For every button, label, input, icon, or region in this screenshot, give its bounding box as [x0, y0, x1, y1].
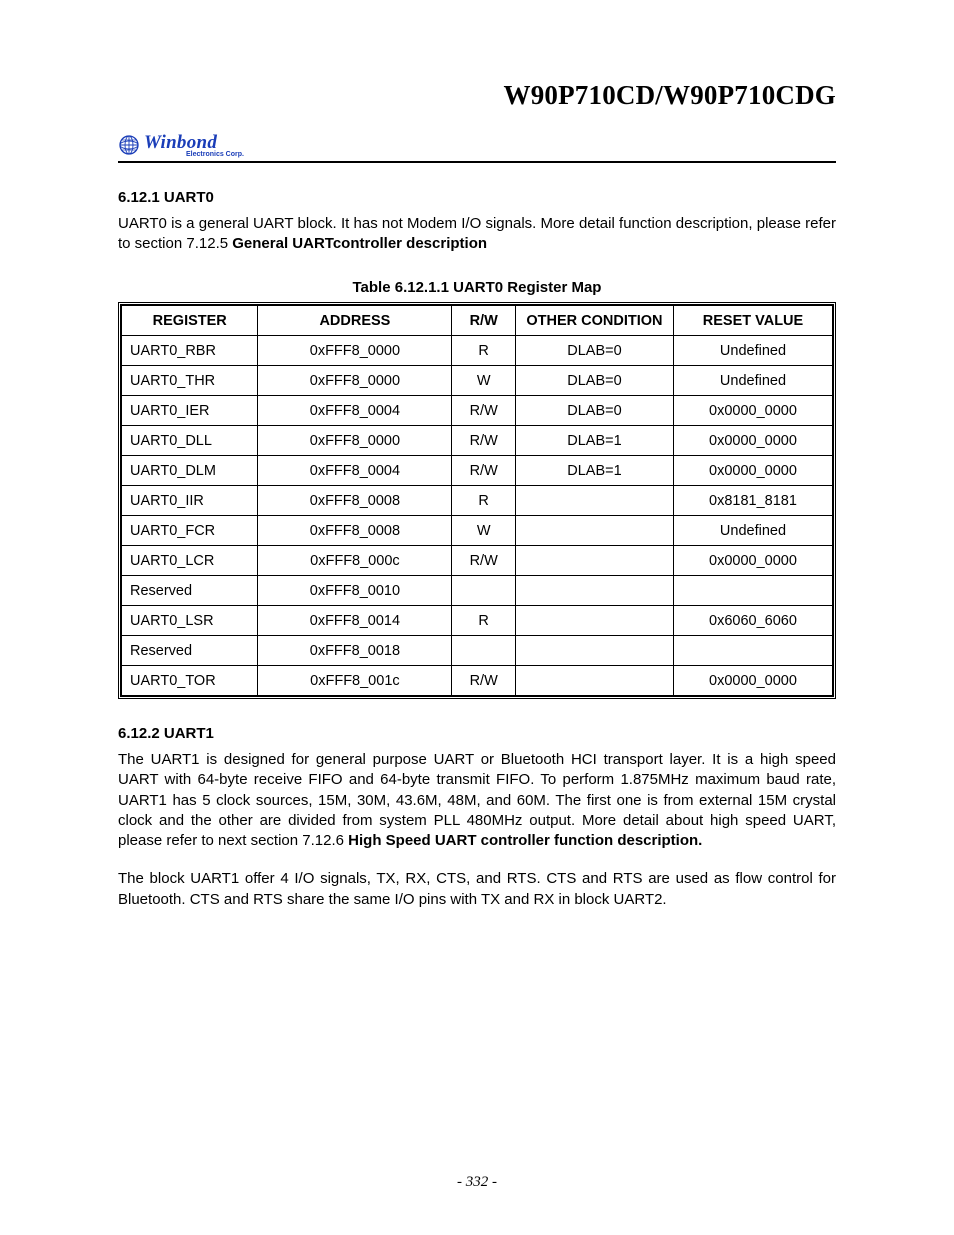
uart1-p1-bold-ref: High Speed UART controller function desc…	[348, 832, 702, 849]
th-reset: RESET VALUE	[673, 305, 832, 336]
th-address: ADDRESS	[258, 305, 452, 336]
cell-other-condition: DLAB=1	[515, 426, 673, 456]
cell-address: 0xFFF8_0000	[258, 366, 452, 396]
cell-rw: R/W	[452, 666, 516, 696]
logo-text: Winbond Electronics Corp.	[144, 133, 244, 158]
table-header-row: REGISTER ADDRESS R/W OTHER CONDITION RES…	[122, 305, 833, 336]
cell-rw: R	[452, 606, 516, 636]
cell-address: 0xFFF8_0000	[258, 336, 452, 366]
table-row: UART0_IIR0xFFF8_0008R 0x8181_8181	[122, 486, 833, 516]
cell-reset-value: 0x0000_0000	[673, 546, 832, 576]
table-row: UART0_FCR0xFFF8_0008W Undefined	[122, 516, 833, 546]
cell-reset-value: 0x0000_0000	[673, 666, 832, 696]
cell-rw: R	[452, 336, 516, 366]
cell-address: 0xFFF8_0018	[258, 636, 452, 666]
cell-other-condition	[515, 486, 673, 516]
uart1-description-p2: The block UART1 offer 4 I/O signals, TX,…	[118, 869, 836, 910]
cell-other-condition: DLAB=0	[515, 336, 673, 366]
th-other: OTHER CONDITION	[515, 305, 673, 336]
cell-register: UART0_IIR	[122, 486, 258, 516]
cell-reset-value: 0x6060_6060	[673, 606, 832, 636]
cell-rw: W	[452, 516, 516, 546]
table-caption: Table 6.12.1.1 UART0 Register Map	[118, 279, 836, 296]
cell-reset-value: Undefined	[673, 516, 832, 546]
cell-address: 0xFFF8_001c	[258, 666, 452, 696]
cell-address: 0xFFF8_000c	[258, 546, 452, 576]
page-number: - 332 -	[0, 1174, 954, 1191]
table-row: UART0_THR0xFFF8_0000WDLAB=0Undefined	[122, 366, 833, 396]
register-table-wrap: REGISTER ADDRESS R/W OTHER CONDITION RES…	[118, 302, 836, 700]
cell-reset-value: 0x0000_0000	[673, 426, 832, 456]
cell-other-condition	[515, 606, 673, 636]
cell-reset-value	[673, 576, 832, 606]
cell-other-condition	[515, 516, 673, 546]
cell-other-condition: DLAB=0	[515, 396, 673, 426]
cell-register: UART0_THR	[122, 366, 258, 396]
uart0-description: UART0 is a general UART block. It has no…	[118, 214, 836, 255]
cell-register: UART0_DLL	[122, 426, 258, 456]
cell-rw	[452, 636, 516, 666]
cell-reset-value: 0x8181_8181	[673, 486, 832, 516]
cell-other-condition	[515, 546, 673, 576]
cell-register: UART0_LCR	[122, 546, 258, 576]
register-table: REGISTER ADDRESS R/W OTHER CONDITION RES…	[121, 305, 833, 697]
cell-rw: R/W	[452, 426, 516, 456]
logo-brand: Winbond	[144, 133, 244, 152]
table-row: UART0_LSR0xFFF8_0014R 0x6060_6060	[122, 606, 833, 636]
table-row: Reserved0xFFF8_0018	[122, 636, 833, 666]
winbond-globe-icon	[118, 134, 140, 156]
cell-address: 0xFFF8_0014	[258, 606, 452, 636]
cell-rw: R/W	[452, 546, 516, 576]
page: W90P710CD/W90P710CDG Winbond Electronics…	[0, 0, 954, 1235]
th-register: REGISTER	[122, 305, 258, 336]
cell-reset-value: 0x0000_0000	[673, 396, 832, 426]
cell-register: UART0_IER	[122, 396, 258, 426]
cell-other-condition	[515, 666, 673, 696]
uart1-description-p1: The UART1 is designed for general purpos…	[118, 750, 836, 851]
table-row: UART0_IER0xFFF8_0004R/WDLAB=00x0000_0000	[122, 396, 833, 426]
table-row: UART0_LCR0xFFF8_000cR/W 0x0000_0000	[122, 546, 833, 576]
cell-register: Reserved	[122, 576, 258, 606]
cell-other-condition: DLAB=0	[515, 366, 673, 396]
section-heading-uart0: 6.12.1 UART0	[118, 189, 836, 206]
cell-rw: W	[452, 366, 516, 396]
uart0-desc-bold-ref: General UARTcontroller description	[232, 235, 487, 252]
cell-address: 0xFFF8_0010	[258, 576, 452, 606]
table-row: UART0_DLL0xFFF8_0000R/WDLAB=10x0000_0000	[122, 426, 833, 456]
cell-other-condition: DLAB=1	[515, 456, 673, 486]
cell-address: 0xFFF8_0004	[258, 456, 452, 486]
cell-reset-value: 0x0000_0000	[673, 456, 832, 486]
cell-register: UART0_DLM	[122, 456, 258, 486]
cell-rw	[452, 576, 516, 606]
cell-rw: R/W	[452, 456, 516, 486]
cell-other-condition	[515, 576, 673, 606]
cell-reset-value: Undefined	[673, 366, 832, 396]
cell-other-condition	[515, 636, 673, 666]
cell-register: UART0_RBR	[122, 336, 258, 366]
section-heading-uart1: 6.12.2 UART1	[118, 725, 836, 742]
th-rw: R/W	[452, 305, 516, 336]
table-row: Reserved0xFFF8_0010	[122, 576, 833, 606]
cell-reset-value: Undefined	[673, 336, 832, 366]
cell-address: 0xFFF8_0008	[258, 516, 452, 546]
cell-register: UART0_FCR	[122, 516, 258, 546]
logo-header-row: Winbond Electronics Corp.	[118, 129, 836, 163]
cell-rw: R	[452, 486, 516, 516]
cell-reset-value	[673, 636, 832, 666]
document-title: W90P710CD/W90P710CDG	[118, 80, 836, 111]
cell-address: 0xFFF8_0000	[258, 426, 452, 456]
cell-register: UART0_TOR	[122, 666, 258, 696]
cell-address: 0xFFF8_0004	[258, 396, 452, 426]
cell-register: Reserved	[122, 636, 258, 666]
table-row: UART0_TOR0xFFF8_001cR/W 0x0000_0000	[122, 666, 833, 696]
cell-register: UART0_LSR	[122, 606, 258, 636]
logo-subtext: Electronics Corp.	[186, 151, 244, 158]
table-row: UART0_DLM0xFFF8_0004R/WDLAB=10x0000_0000	[122, 456, 833, 486]
cell-rw: R/W	[452, 396, 516, 426]
cell-address: 0xFFF8_0008	[258, 486, 452, 516]
table-row: UART0_RBR0xFFF8_0000RDLAB=0Undefined	[122, 336, 833, 366]
